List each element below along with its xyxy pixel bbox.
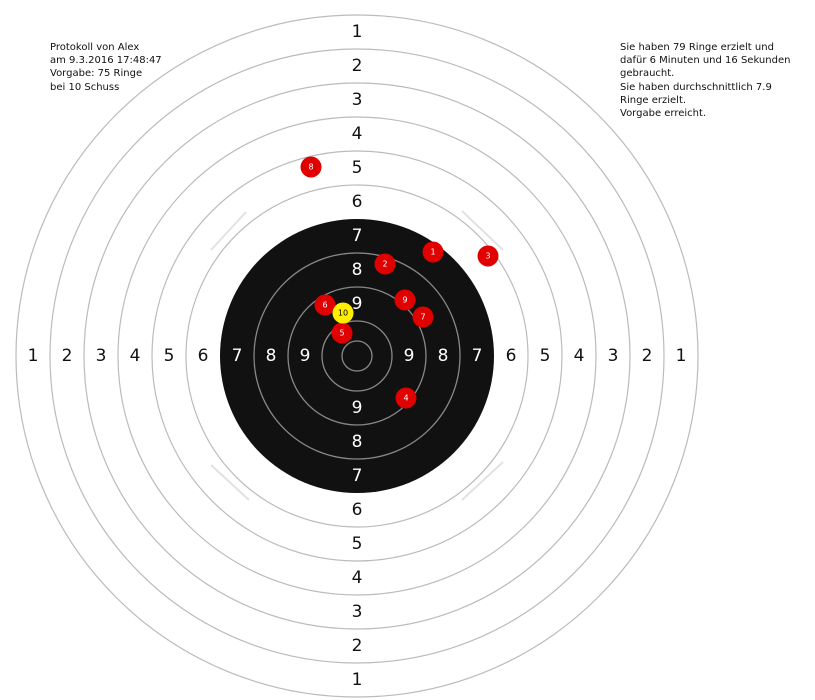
ring-label-4: 4 (574, 346, 585, 366)
ring-2-circle (49, 48, 665, 664)
ring-label-8: 8 (352, 432, 363, 452)
ring-label-7: 7 (352, 226, 363, 246)
shot-marker-4: 4 (395, 387, 417, 409)
ring-4-circle (117, 116, 597, 596)
shot-markers: 8 1 2 3 9 7 4 6 5 10 (300, 156, 499, 409)
ring-label-1: 1 (352, 22, 363, 42)
diagonal-mark (461, 210, 504, 251)
ring-label-1: 1 (28, 346, 39, 366)
ring-label-5: 5 (352, 534, 363, 554)
shot-dot (374, 253, 396, 275)
ring-label-3: 3 (96, 346, 107, 366)
shot-label: 4 (403, 394, 408, 403)
ring-label-9: 9 (300, 346, 311, 366)
ring-label-6: 6 (352, 192, 363, 212)
ring-label-3: 3 (352, 602, 363, 622)
shot-marker-9: 9 (394, 289, 416, 311)
inner-ring-circle (253, 252, 461, 460)
ring-label-1: 1 (676, 346, 687, 366)
shot-dot (412, 306, 434, 328)
shot-label: 10 (338, 309, 348, 318)
ring-label-1: 1 (352, 670, 363, 690)
ring-5-circle (151, 150, 563, 562)
summary-line: dafür 6 Minuten und 16 Sekunden (620, 55, 791, 67)
inner-ring-circle (341, 340, 373, 372)
ring-label-7: 7 (472, 346, 483, 366)
ring-label-4: 4 (130, 346, 141, 366)
shot-marker-10: 10 (332, 302, 354, 324)
summary-line: Vorgabe erreicht. (620, 108, 707, 120)
ring-label-7: 7 (232, 346, 243, 366)
shot-dot (477, 245, 499, 267)
shot-dot (331, 322, 353, 344)
ring-label-8: 8 (352, 260, 363, 280)
shot-label: 6 (322, 301, 327, 310)
ring-label-6: 6 (352, 500, 363, 520)
ring-label-3: 3 (608, 346, 619, 366)
summary-line: Sie haben 79 Ringe erzielt und (620, 42, 774, 53)
shot-label: 1 (430, 248, 435, 257)
result-summary: Sie haben 79 Ringe erzielt und dafür 6 M… (620, 41, 790, 120)
shot-label: 2 (382, 260, 387, 269)
shot-marker-8: 8 (300, 156, 322, 178)
shot-marker-1: 1 (422, 241, 444, 263)
shot-dot (332, 302, 354, 324)
ring-label-2: 2 (352, 636, 363, 656)
ring-label-8: 8 (438, 346, 449, 366)
shot-dot (314, 294, 336, 316)
shot-marker-7: 7 (412, 306, 434, 328)
protocol-line: Protokoll von Alex (50, 42, 140, 53)
ring-label-2: 2 (352, 56, 363, 76)
ring-label-9: 9 (404, 346, 415, 366)
ring-label-5: 5 (540, 346, 551, 366)
shot-label: 5 (339, 329, 344, 338)
summary-line: Sie haben durchschnittlich 7.9 (620, 81, 772, 93)
ring-label-4: 4 (352, 124, 363, 144)
ring-label-9: 9 (352, 294, 363, 314)
protocol-line: Vorgabe: 75 Ringe (50, 68, 143, 80)
ring-label-2: 2 (62, 346, 73, 366)
diagonal-mark (461, 461, 504, 501)
shot-label: 7 (420, 313, 425, 322)
inner-ring-circle (321, 320, 393, 392)
shot-dot (395, 387, 417, 409)
shot-marker-6: 6 (314, 294, 336, 316)
shot-dot (300, 156, 322, 178)
ring-label-8: 8 (266, 346, 277, 366)
ring-label-3: 3 (352, 90, 363, 110)
inner-ring-circle (287, 286, 427, 426)
ring-label-9: 9 (352, 398, 363, 418)
black-aiming-area (220, 219, 494, 493)
ring-label-4: 4 (352, 568, 363, 588)
protocol-line: bei 10 Schuss (50, 81, 120, 93)
target-rings (15, 14, 699, 698)
ring-3-circle (83, 82, 631, 630)
ring-label-5: 5 (164, 346, 175, 366)
ring-labels: 1 1 1 1 2 2 2 2 3 3 3 3 4 4 4 4 5 5 5 5 6 6 6 6 7 7 7 7 8 8 8 8 9 9 9 9 (28, 22, 687, 690)
ring-label-6: 6 (506, 346, 517, 366)
ring-label-6: 6 (198, 346, 209, 366)
shot-label: 9 (402, 296, 407, 305)
protocol-line: am 9.3.2016 17:48:47 (50, 55, 162, 67)
shot-label: 3 (485, 252, 490, 261)
shot-label: 8 (308, 163, 313, 172)
protocol-info: Protokoll von Alex am 9.3.2016 17:48:47 … (50, 41, 162, 94)
shot-marker-5: 5 (331, 322, 353, 344)
ring-label-7: 7 (352, 466, 363, 486)
shot-dot (394, 289, 416, 311)
shot-marker-2: 2 (374, 253, 396, 275)
shot-dot (422, 241, 444, 263)
shot-marker-3: 3 (477, 245, 499, 267)
ring-label-5: 5 (352, 158, 363, 178)
diagonal-mark (210, 211, 247, 251)
diagonal-mark (210, 464, 250, 501)
summary-line: Ringe erzielt. (620, 94, 687, 106)
ring-label-2: 2 (642, 346, 653, 366)
summary-line: gebraucht. (620, 68, 675, 80)
ring-6-circle (185, 184, 529, 528)
